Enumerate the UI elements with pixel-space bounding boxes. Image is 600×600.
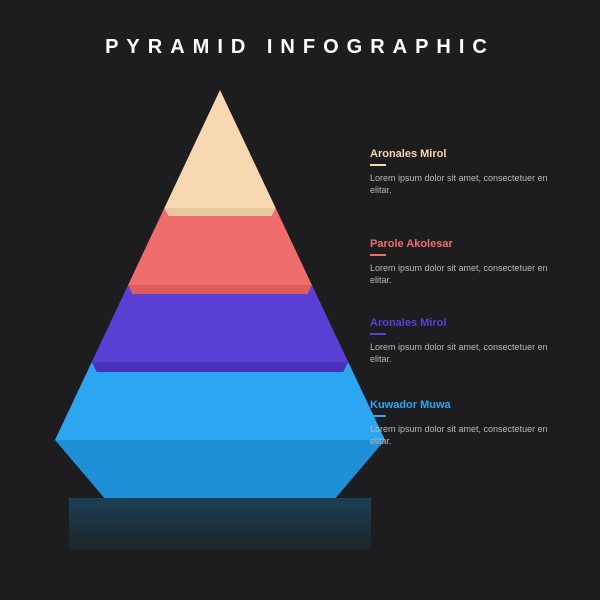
tier-edge-t2 <box>128 285 312 294</box>
legend-body: Lorem ipsum dolor sit amet, consectetuer… <box>370 172 570 196</box>
legend-heading: Parole Akolesar <box>370 238 570 250</box>
legend-body: Lorem ipsum dolor sit amet, consectetuer… <box>370 341 570 365</box>
tier-number-t1: 1 <box>205 148 235 169</box>
legend-heading: Kuwador Muwa <box>370 399 570 411</box>
tier-edge-t1 <box>164 208 275 216</box>
legend-rule <box>370 415 386 417</box>
legend-l2: Parole Akolesar Lorem ipsum dolor sit ame… <box>370 238 570 286</box>
legend-body: Lorem ipsum dolor sit amet, consectetuer… <box>370 262 570 286</box>
page-title: PYRAMID INFOGRAPHIC <box>0 36 600 59</box>
legend-rule <box>370 333 386 335</box>
legend-rule <box>370 164 386 166</box>
legend-l3: Aronales Mirol Lorem ipsum dolor sit amet… <box>370 317 570 365</box>
legend-body: Lorem ipsum dolor sit amet, consectetuer… <box>370 423 570 447</box>
tier-edge-t4 <box>55 440 385 498</box>
tier-number-t2: 2 <box>153 218 183 239</box>
legend-rule <box>370 254 386 256</box>
legend-l4: Kuwador Muwa Lorem ipsum dolor sit amet, … <box>370 399 570 447</box>
legend-l1: Aronales Mirol Lorem ipsum dolor sit amet… <box>370 148 570 196</box>
tier-number-t3: 3 <box>115 296 145 317</box>
legend-heading: Aronales Mirol <box>370 317 570 329</box>
legend-heading: Aronales Mirol <box>370 148 570 160</box>
tier-edge-t3 <box>92 362 348 372</box>
pyramid-graphic: 1 2 3 4 <box>55 90 385 550</box>
tier-number-t4: 4 <box>77 372 107 393</box>
